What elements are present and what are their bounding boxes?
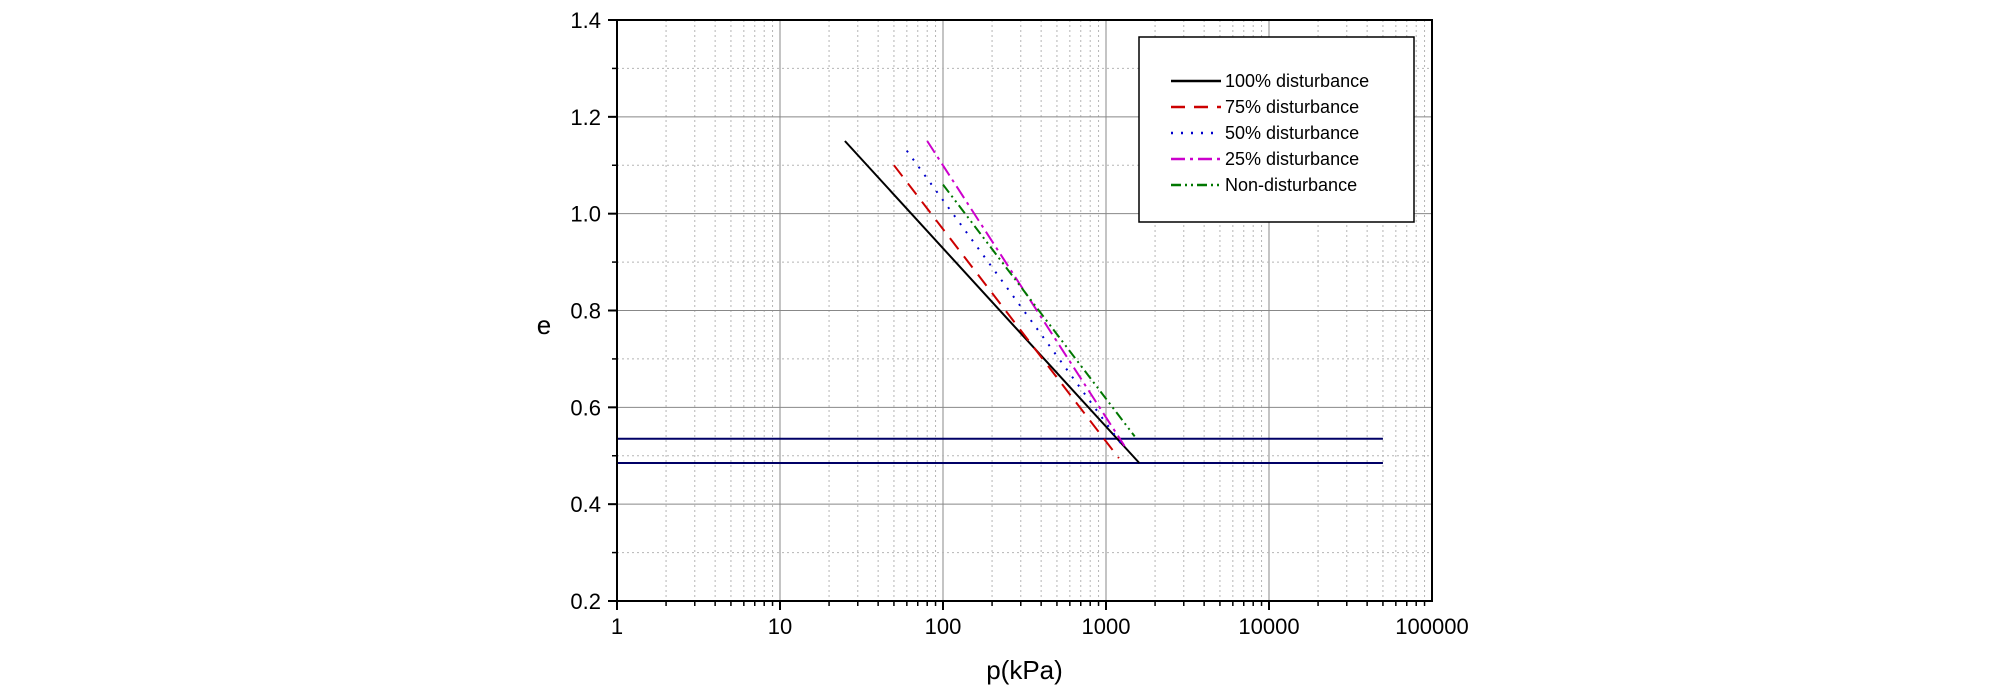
x-tick-label: 1000	[1082, 614, 1131, 639]
y-tick-label: 0.2	[570, 589, 601, 614]
y-tick-label: 1.0	[570, 202, 601, 227]
series-line-0	[844, 140, 1141, 464]
y-tick-label: 1.4	[570, 8, 601, 33]
x-tick-label: 1	[611, 614, 623, 639]
x-axis-label: p(kPa)	[986, 655, 1063, 685]
y-tick-label: 1.2	[570, 105, 601, 130]
reference-lines	[617, 437, 1383, 465]
x-tick-label: 100	[925, 614, 962, 639]
series-line-1	[893, 164, 1120, 459]
y-tick-label: 0.4	[570, 492, 601, 517]
tick-labels: 1 10 100 1000 10000 100000 0.2 0.4 0.6 0.8 1.0 1.2 1…	[570, 8, 1468, 639]
legend-label-4: Non-disturbance	[1225, 175, 1357, 195]
legend-label-3: 25% disturbance	[1225, 149, 1359, 169]
series-line-4	[942, 183, 1136, 438]
x-tick-label: 100000	[1395, 614, 1468, 639]
x-tick-label: 10000	[1238, 614, 1299, 639]
legend-box	[1138, 36, 1415, 223]
legend-label-1: 75% disturbance	[1225, 97, 1359, 117]
y-axis-label: e	[537, 310, 551, 340]
y-tick-label: 0.8	[570, 299, 601, 324]
legend: 100% disturbance 75% disturbance 50% distu…	[1138, 36, 1415, 223]
series-line-2	[905, 150, 1126, 450]
legend-label-0: 100% disturbance	[1225, 71, 1369, 91]
series-lines	[844, 140, 1141, 464]
y-tick-label: 0.6	[570, 395, 601, 420]
axis-ticks	[608, 19, 1426, 610]
legend-label-2: 50% disturbance	[1225, 123, 1359, 143]
x-tick-label: 10	[768, 614, 792, 639]
